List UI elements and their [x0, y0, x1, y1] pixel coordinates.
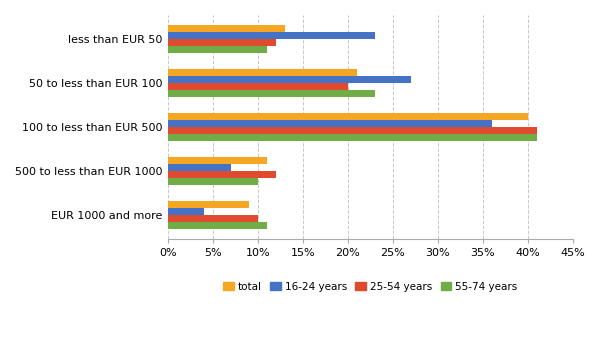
Bar	[168, 201, 249, 208]
Bar	[168, 208, 204, 215]
Bar	[168, 32, 375, 39]
Bar	[168, 215, 258, 222]
Bar	[168, 46, 267, 53]
Bar	[168, 222, 267, 229]
Bar	[168, 134, 536, 141]
Bar	[168, 113, 527, 120]
Legend: total, 16-24 years, 25-54 years, 55-74 years: total, 16-24 years, 25-54 years, 55-74 y…	[219, 278, 521, 296]
Bar	[168, 90, 375, 97]
Bar	[168, 120, 492, 127]
Bar	[168, 164, 231, 171]
Bar	[168, 157, 267, 164]
Bar	[168, 171, 276, 178]
Bar	[168, 39, 276, 46]
Bar	[168, 83, 348, 90]
Bar	[168, 127, 536, 134]
Bar	[168, 76, 411, 83]
Bar	[168, 25, 285, 32]
Bar	[168, 178, 258, 185]
Bar	[168, 69, 357, 76]
